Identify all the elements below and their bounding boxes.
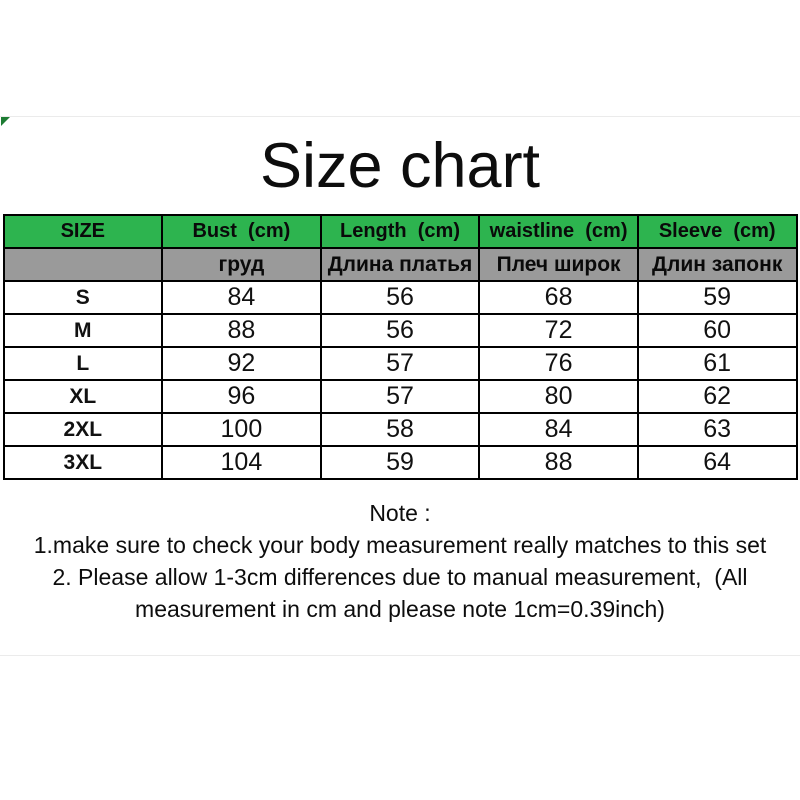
bust-value: 92 [161,346,322,381]
note-heading: Note : [369,500,431,526]
length-value: 58 [319,412,481,447]
length-value: 57 [319,379,481,414]
bust-value: 104 [161,445,322,480]
corner-marker-icon [1,117,10,126]
size-label: 3XL [2,445,164,480]
length-value: 57 [319,346,481,381]
size-label: M [2,313,164,348]
header-cell-sleeve: Sleeve (cm) [636,214,798,249]
waistline-value: 76 [478,346,639,381]
table-row-m: M 88 56 72 60 [2,313,798,348]
waistline-value: 84 [478,412,639,447]
waistline-value: 72 [478,313,639,348]
size-label: 2XL [2,412,164,447]
subheader-cell-bust-ru: груд [161,247,322,282]
size-label: L [2,346,164,381]
waistline-value: 68 [478,280,639,315]
header-cell-bust: Bust (cm) [161,214,322,249]
size-label: S [2,280,164,315]
header-cell-length: Length (cm) [319,214,481,249]
length-value: 56 [319,280,481,315]
table-row-3xl: 3XL 104 59 88 64 [2,445,798,480]
sleeve-value: 63 [636,412,798,447]
sleeve-value: 62 [636,379,798,414]
sleeve-value: 64 [636,445,798,480]
size-chart-card: Size chart SIZE Bust (cm) Length (cm) wa… [0,116,800,656]
table-row-xl: XL 96 57 80 62 [2,379,798,414]
length-value: 59 [319,445,481,480]
note-line-2: 2. Please allow 1-3cm differences due to… [52,564,748,590]
note-line-3: measurement in cm and please note 1cm=0.… [135,596,665,622]
size-table: SIZE Bust (cm) Length (cm) waistline (cm… [2,214,798,480]
sleeve-value: 61 [636,346,798,381]
sleeve-value: 59 [636,280,798,315]
bust-value: 96 [161,379,322,414]
sleeve-value: 60 [636,313,798,348]
waistline-value: 88 [478,445,639,480]
waistline-value: 80 [478,379,639,414]
header-cell-size: SIZE [2,214,164,249]
subheader-cell-sleeve-ru: Длин запонк [636,247,798,282]
table-subheader-row: груд Длина платья Плеч широк Длин запонк [2,247,798,282]
table-header-row: SIZE Bust (cm) Length (cm) waistline (cm… [2,214,798,249]
bust-value: 100 [161,412,322,447]
subheader-cell-length-ru: Длина платья [319,247,481,282]
bust-value: 84 [161,280,322,315]
subheader-cell-empty [2,247,164,282]
table-row-l: L 92 57 76 61 [2,346,798,381]
header-cell-waistline: waistline (cm) [478,214,639,249]
table-row-s: S 84 56 68 59 [2,280,798,315]
subheader-cell-waistline-ru: Плеч широк [478,247,639,282]
length-value: 56 [319,313,481,348]
size-label: XL [2,379,164,414]
page-title: Size chart [259,131,541,201]
note-section: Note : 1.make sure to check your body me… [0,497,800,625]
bust-value: 88 [161,313,322,348]
note-line-1: 1.make sure to check your body measureme… [33,532,767,558]
table-row-2xl: 2XL 100 58 84 63 [2,412,798,447]
